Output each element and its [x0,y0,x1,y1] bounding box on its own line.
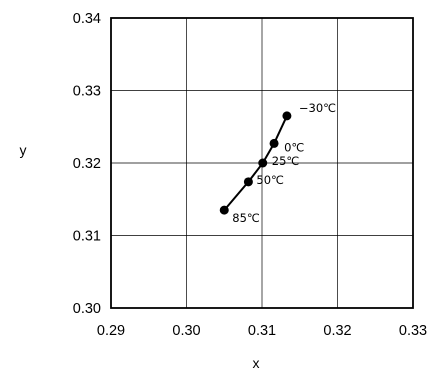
y-tick-label: 0.30 [73,301,101,317]
data-point-label: 85℃ [232,211,260,225]
x-tick-label: 0.33 [399,323,427,339]
data-point [243,177,253,187]
data-point [282,111,292,121]
data-point [258,158,268,168]
plot-frame [110,17,414,309]
y-tick-label: 0.33 [73,84,101,100]
y-tick-label: 0.31 [73,229,101,245]
y-tick-label: 0.34 [73,11,101,27]
series: −30℃ 0℃25℃ 50℃ 85℃ [219,101,336,225]
x-tick-labels: 0.29 0.30 0.31 0.32 0.33 [97,323,427,339]
data-point-label: 25℃ [272,154,300,168]
y-tick-label: 0.32 [73,156,101,172]
data-point [269,138,279,148]
x-axis-label: x [253,355,260,371]
x-tick-label: 0.32 [323,323,351,339]
data-point [219,205,229,215]
data-point-label: −30℃ [299,101,336,115]
x-tick-label: 0.30 [172,323,200,339]
data-point-label: 50℃ [256,173,284,187]
y-tick-labels: 0.30 0.31 0.32 0.33 0.34 [73,11,101,317]
y-axis-label: y [20,142,27,158]
x-tick-label: 0.31 [248,323,276,339]
x-tick-label: 0.29 [97,323,125,339]
data-point-label: 0℃ [284,140,304,154]
